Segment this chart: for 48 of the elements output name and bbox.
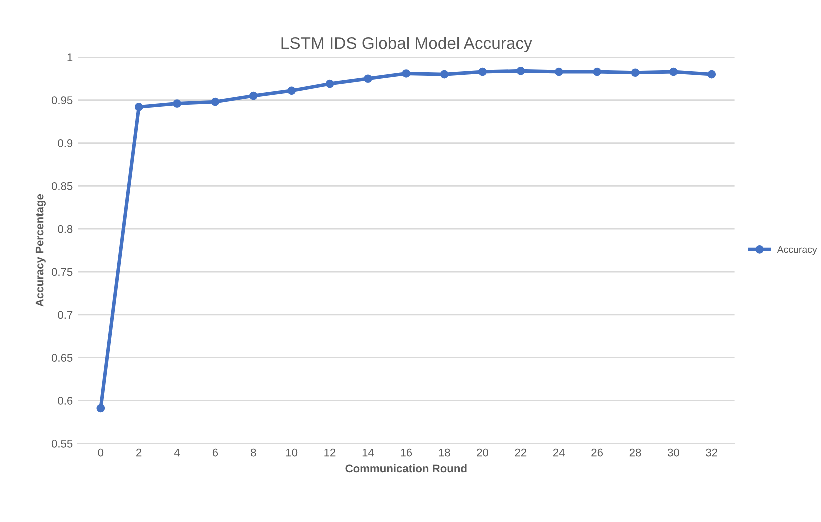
x-tick-label: 24 (554, 448, 565, 457)
y-tick-label: 0.8 (58, 225, 73, 234)
point (288, 86, 296, 96)
point (211, 98, 220, 106)
x-tick-label: 14 (362, 448, 374, 457)
point (670, 68, 678, 76)
x-tick-label: 22 (515, 448, 527, 457)
x-tick-label: 10 (286, 448, 298, 457)
y-tick-label: 0.7 (58, 311, 73, 320)
x-tick-label: 4 (174, 448, 180, 457)
x-tick-label: 18 (439, 448, 450, 457)
point (173, 100, 182, 108)
y-tick-label: 0.95 (52, 96, 73, 104)
y-tick-label: 0.85 (52, 182, 73, 190)
point (478, 68, 487, 76)
x-axis-title: Communication Round (346, 464, 467, 473)
y-tick-label: 0.6 (58, 397, 73, 405)
point (440, 70, 449, 79)
y-axis-title: Accuracy Percentage (36, 194, 46, 307)
x-tick-label: 8 (251, 448, 256, 457)
y-tick-label: 0.75 (52, 268, 73, 276)
y-tick-label: 0.65 (52, 354, 73, 362)
point (516, 66, 526, 76)
point (631, 68, 640, 78)
x-tick-label: 2 (136, 448, 142, 457)
x-tick-label: 20 (477, 448, 489, 457)
x-tick-label: 0 (98, 448, 104, 457)
point (134, 103, 144, 112)
y-tick-label: 0.55 (52, 440, 73, 448)
point (593, 68, 602, 76)
point (554, 68, 564, 76)
x-tick-label: 12 (324, 448, 336, 457)
x-tick-label: 32 (706, 448, 718, 457)
x-tick-label: 30 (668, 448, 680, 457)
x-tick-label: 26 (592, 448, 604, 457)
point (364, 74, 372, 84)
y-tick-label: 0.9 (58, 140, 73, 148)
x-tick-label: 6 (212, 448, 218, 457)
point (402, 70, 411, 78)
point (326, 80, 334, 88)
x-tick-label: 28 (630, 448, 642, 457)
legend-label: Accuracy (777, 246, 818, 256)
point (249, 92, 258, 100)
chart-title: LSTM IDS Global Model Accuracy (282, 37, 532, 53)
x-tick-label: 16 (401, 448, 412, 457)
point (708, 70, 716, 79)
point (96, 404, 106, 413)
y-tick-label: 1 (68, 54, 73, 62)
